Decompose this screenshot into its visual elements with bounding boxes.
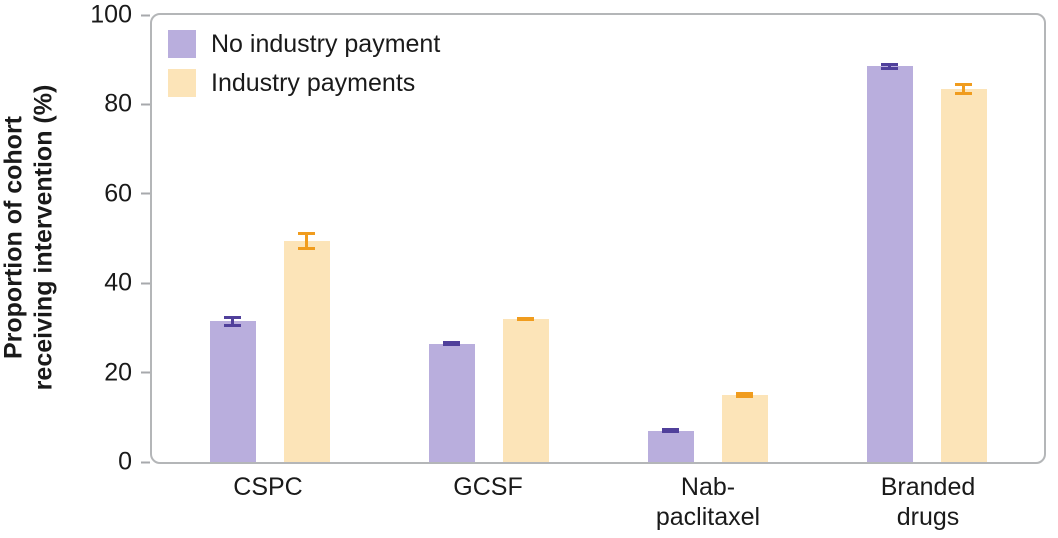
error-bar-cap: [881, 66, 898, 70]
legend-label-industry-payments: Industry payments: [211, 68, 416, 97]
y-tick-mark: [141, 14, 150, 16]
error-bar-cap: [662, 429, 679, 433]
y-tick-mark: [141, 461, 150, 463]
y-tick-label: 20: [104, 358, 132, 387]
bar-slot: [866, 15, 913, 462]
y-tick-label: 40: [104, 268, 132, 297]
error-bar-cap: [736, 395, 753, 399]
error-bar-industry-payments-gcsf: [517, 316, 534, 322]
bar-slot: [721, 15, 768, 462]
bar-industry-payments-cspc: [283, 240, 330, 462]
category-label-branded-drugs: Branded drugs: [880, 473, 976, 531]
error-bar-no-industry-payment-gcsf: [443, 340, 460, 347]
error-bar-cap: [443, 343, 460, 347]
bar-industry-payments-branded-drugs: [940, 88, 987, 462]
bar-slot: [428, 15, 475, 462]
error-bar-cap: [298, 246, 315, 250]
error-bar-cap: [517, 318, 534, 322]
x-axis-category-labels: CSPC GCSF Nab- paclitaxel Branded drugs: [150, 473, 1046, 532]
error-bar-cap: [955, 91, 972, 95]
bar-group-cspc: [160, 15, 379, 462]
bar-slot: [940, 15, 987, 462]
bar-no-industry-payment-cspc: [209, 321, 256, 462]
legend-item-industry-payments: Industry payments: [168, 69, 440, 97]
bar-slot: [209, 15, 256, 462]
y-tick-mark: [141, 103, 150, 106]
bar-slot: [647, 15, 694, 462]
bar-group-branded-drugs: [817, 15, 1036, 462]
y-tick-40: 40: [104, 268, 150, 297]
plot-area: No industry payment Industry payments: [150, 13, 1046, 464]
bar-slot: [502, 15, 549, 462]
category-label-nab-paclitaxel: Nab- paclitaxel: [655, 473, 761, 531]
error-bar-industry-payments-nab-paclitaxel: [736, 391, 753, 399]
error-bar-line: [888, 62, 891, 70]
y-tick-mark: [141, 282, 150, 285]
error-bar-no-industry-payment-branded-drugs: [881, 62, 898, 70]
error-bar-line: [743, 391, 746, 399]
y-tick-mark: [141, 192, 150, 195]
error-bar-industry-payments-cspc: [298, 231, 315, 250]
bar-no-industry-payment-branded-drugs: [866, 66, 913, 462]
bar-groups: [152, 15, 1044, 462]
bar-industry-payments-gcsf: [502, 318, 549, 462]
bar-group-gcsf: [379, 15, 598, 462]
y-tick-60: 60: [104, 181, 150, 206]
category-label-cspc: CSPC: [233, 473, 303, 501]
error-bar-line: [962, 82, 965, 95]
error-bar-line: [231, 315, 234, 327]
y-tick-label: 80: [104, 89, 132, 118]
y-axis-label-column: Proportion of cohort receiving intervent…: [0, 0, 58, 538]
legend-item-no-industry-payment: No industry payment: [168, 30, 440, 58]
y-axis-ticks: 0 20 40 60 80 100: [58, 2, 150, 474]
bar-slot: [283, 15, 330, 462]
category-label-gcsf: GCSF: [453, 473, 523, 501]
y-tick-100: 100: [90, 0, 150, 29]
y-tick-mark: [141, 371, 150, 374]
y-tick-label: 100: [90, 0, 132, 29]
y-tick-label: 0: [118, 447, 132, 476]
legend-label-no-industry-payment: No industry payment: [211, 29, 441, 58]
error-bar-industry-payments-branded-drugs: [955, 82, 972, 95]
bar-group-nab-paclitaxel: [598, 15, 817, 462]
legend-swatch-no-industry-payment: [168, 30, 196, 58]
error-bar-line: [305, 231, 308, 250]
legend: No industry payment Industry payments: [168, 30, 440, 97]
y-tick-label: 60: [104, 179, 132, 208]
y-axis-label: Proportion of cohort receiving intervent…: [0, 84, 57, 391]
bar-no-industry-payment-nab-paclitaxel: [647, 430, 694, 462]
error-bar-no-industry-payment-cspc: [224, 315, 241, 327]
legend-swatch-industry-payments: [168, 69, 196, 97]
bar-no-industry-payment-gcsf: [428, 343, 475, 462]
y-tick-80: 80: [104, 89, 150, 118]
y-tick-20: 20: [104, 360, 150, 385]
error-bar-cap: [224, 323, 241, 327]
y-tick-0: 0: [118, 447, 150, 476]
chart-main-column: No industry payment Industry payments CS…: [150, 13, 1046, 538]
error-bar-no-industry-payment-nab-paclitaxel: [662, 428, 679, 433]
bar-industry-payments-nab-paclitaxel: [721, 394, 768, 462]
